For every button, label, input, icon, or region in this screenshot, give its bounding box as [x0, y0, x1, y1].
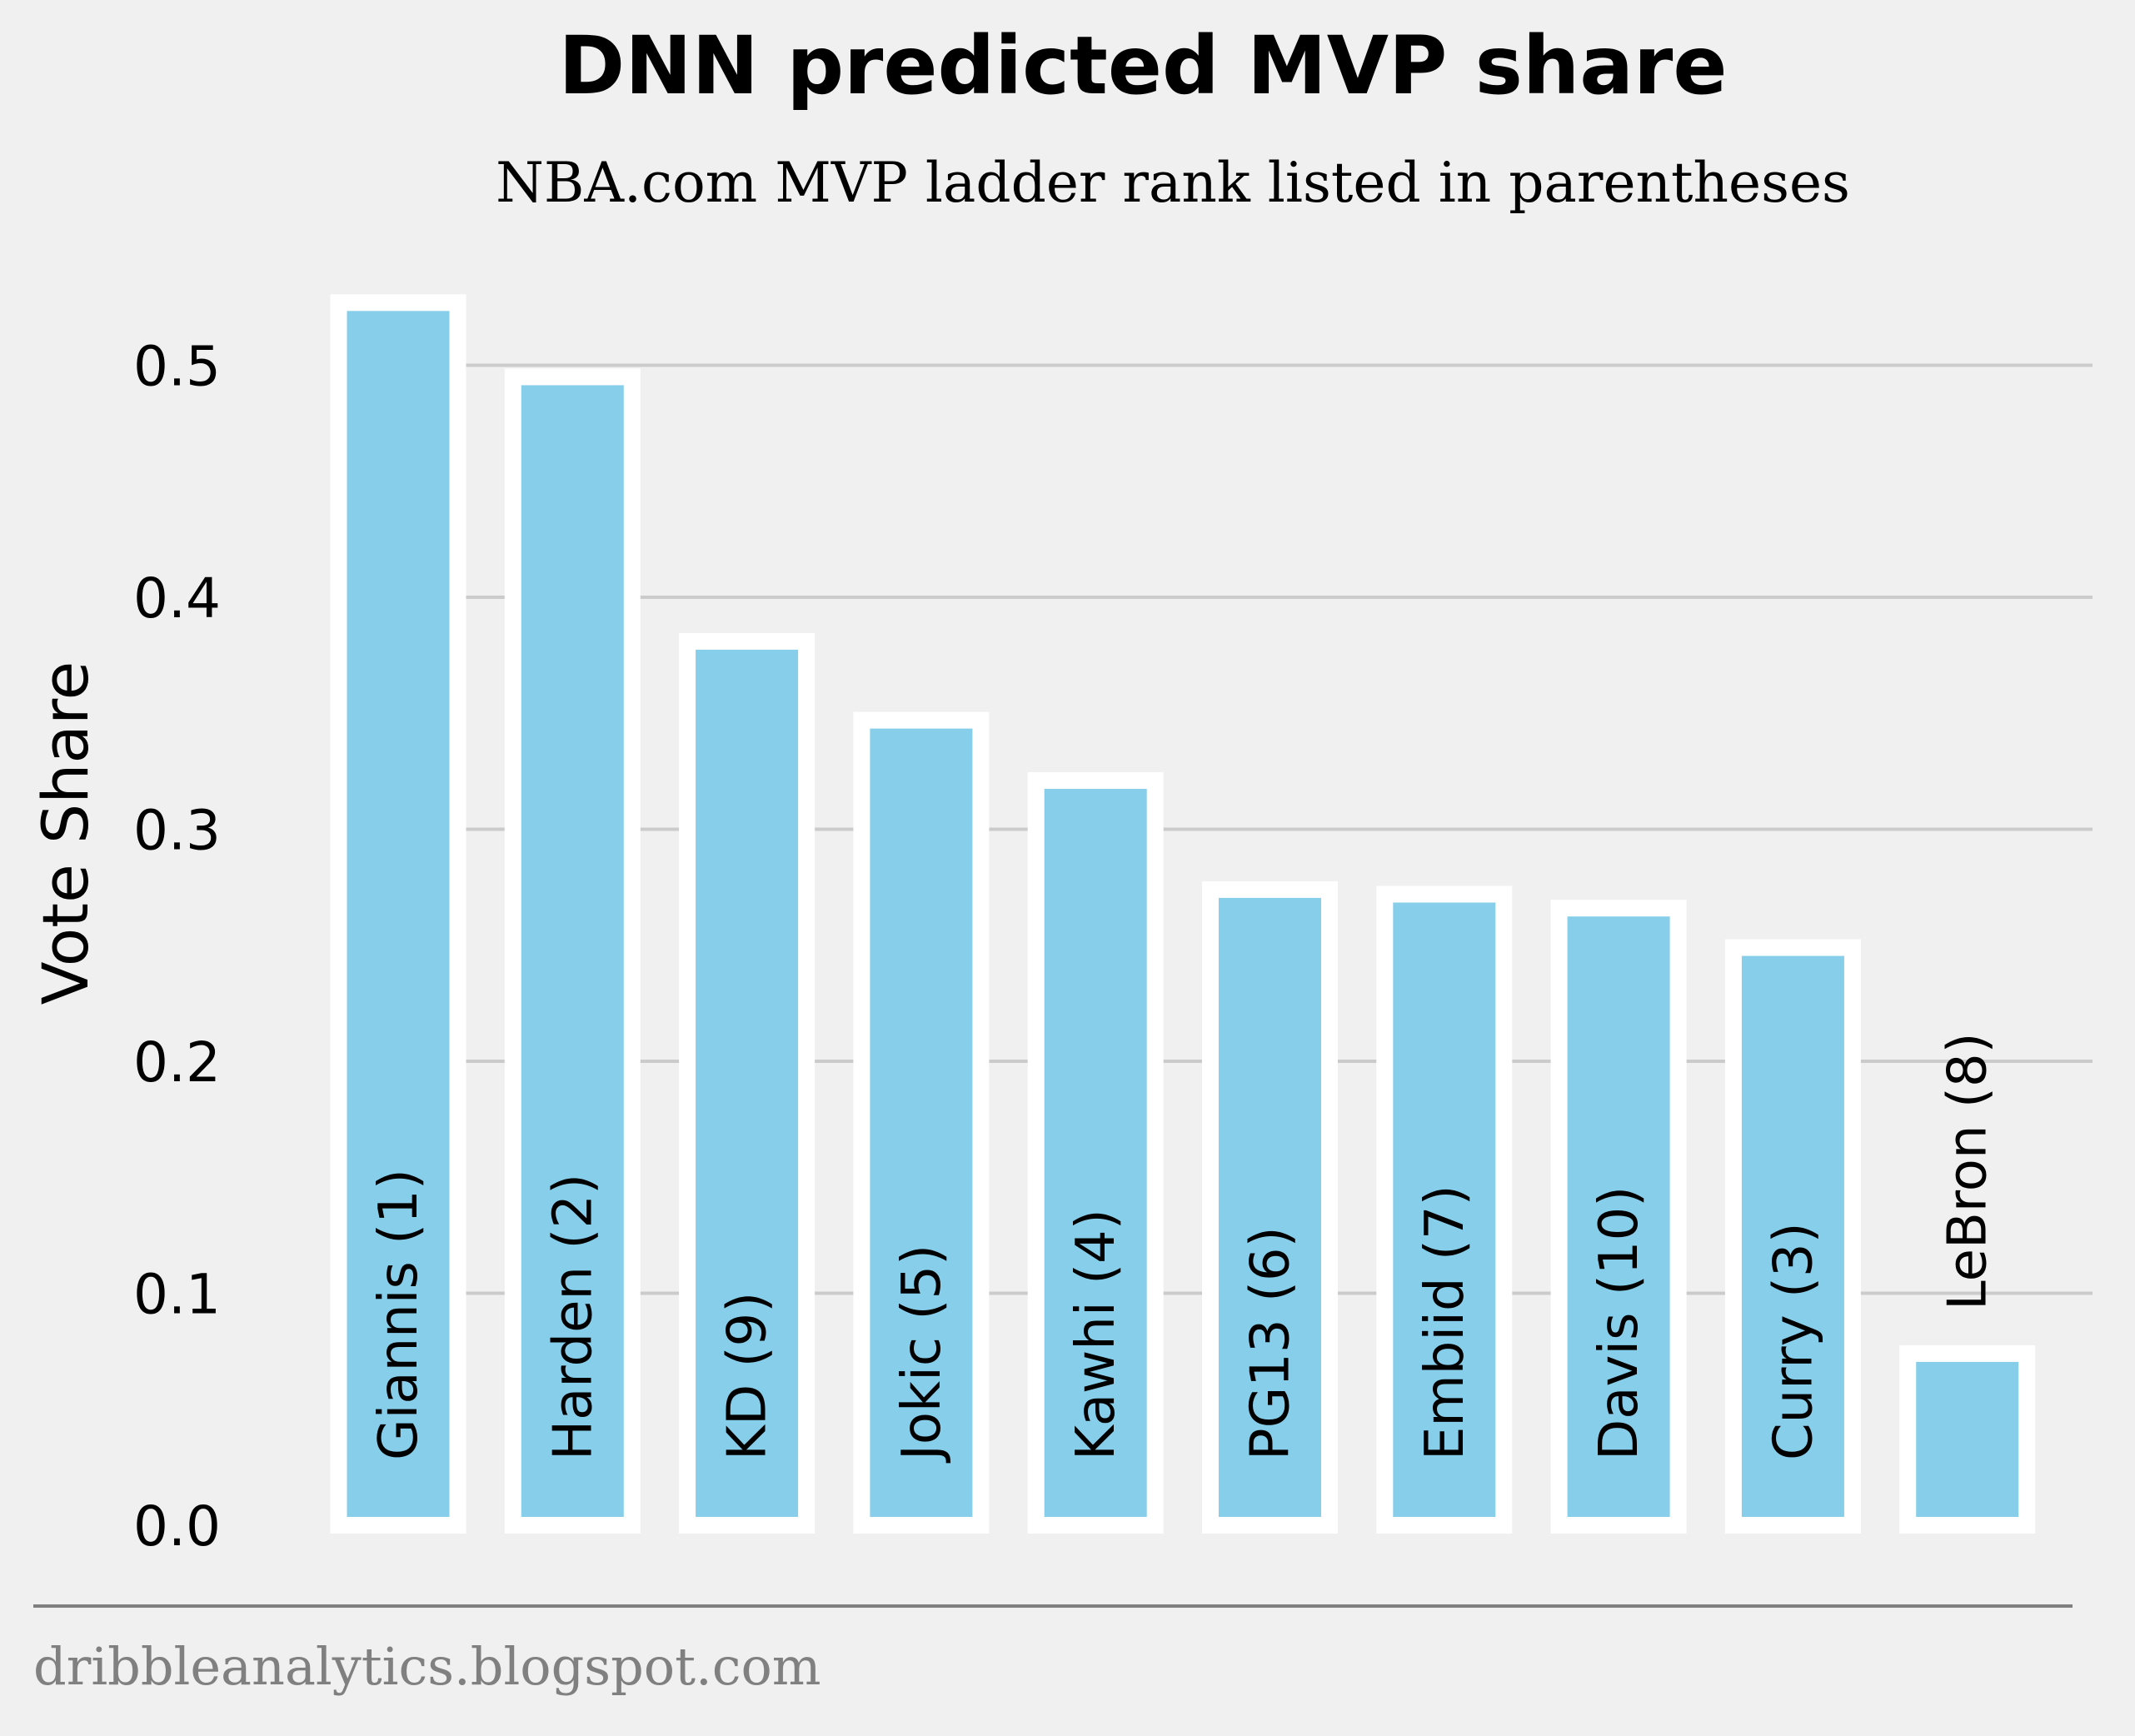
y-tick-label: 0.0: [133, 1494, 221, 1559]
bar-label: Davis (10): [1589, 1186, 1650, 1460]
bar-label: Harden (2): [542, 1174, 604, 1460]
y-tick-label: 0.1: [133, 1263, 221, 1327]
bar: [1550, 900, 1687, 1534]
bar: [330, 294, 466, 1534]
bar: [853, 711, 990, 1534]
chart-title: DNN predicted MVP share: [559, 19, 1728, 112]
bar: [1376, 885, 1513, 1534]
bar-labels: Giannis (1) Harden (2) KD (9) Jokic (5) Kawh…: [368, 1032, 1999, 1464]
bar-label: Jokic (5): [891, 1245, 953, 1464]
bar: [1027, 772, 1164, 1534]
footer-source: dribbleanalytics.blogspot.com: [33, 1636, 821, 1697]
y-axis-ticks: 0.0 0.1 0.2 0.3 0.4 0.5: [133, 335, 221, 1559]
bar: [1724, 939, 1861, 1534]
bar-label: PG13 (6): [1240, 1226, 1302, 1460]
y-tick-label: 0.5: [133, 335, 221, 399]
bar: [679, 632, 816, 1534]
bar-label: Kawhi (4): [1065, 1209, 1127, 1460]
y-tick-label: 0.2: [133, 1030, 221, 1095]
bar: [1899, 1344, 2036, 1534]
bar-label: KD (9): [717, 1292, 779, 1460]
y-tick-label: 0.3: [133, 799, 221, 863]
bar-label: Curry (3): [1763, 1222, 1824, 1460]
y-axis-label: Vote Share: [28, 661, 102, 1005]
bar: [1202, 880, 1338, 1534]
bar-label: Giannis (1): [368, 1169, 430, 1460]
bar-label: Embiid (7): [1414, 1185, 1476, 1460]
bar-label: LeBron (8): [1938, 1032, 1999, 1309]
bars: [330, 294, 2036, 1534]
bar: [504, 368, 641, 1534]
y-tick-label: 0.4: [133, 566, 221, 631]
chart-subtitle: NBA.com MVP ladder rank listed in parent…: [496, 151, 1850, 215]
